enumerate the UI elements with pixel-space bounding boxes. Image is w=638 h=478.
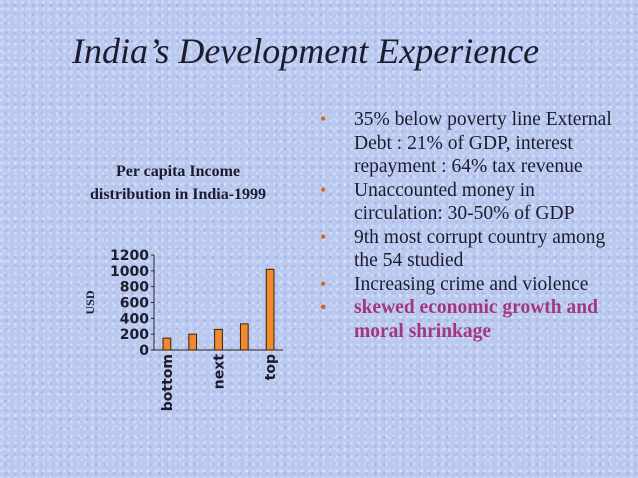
x-category-label: next — [212, 354, 228, 389]
bullet-item-corruption: • 9th most corrupt country among the 54 … — [318, 226, 618, 273]
slide-title: India’s Development Experience — [72, 31, 540, 71]
bar-1 — [188, 333, 198, 351]
bar-0 — [162, 337, 172, 351]
bullet-list: • 35% below poverty line External Debt :… — [318, 108, 618, 343]
y-tick-label: 400 — [120, 311, 149, 327]
bar-2 — [214, 328, 223, 351]
bar-3 — [239, 323, 249, 351]
bullet-marker: • — [320, 226, 327, 247]
bar-4 — [265, 268, 275, 351]
bullet-text: Increasing crime and violence — [354, 273, 589, 295]
bullet-marker: • — [320, 179, 327, 200]
bullet-text: 35% below poverty line External Debt : 2… — [354, 109, 612, 177]
bullet-item-crime: • Increasing crime and violence — [318, 273, 618, 297]
bullet-text: 9th most corrupt country among the 54 st… — [354, 226, 606, 272]
y-tick-label: 800 — [120, 280, 149, 296]
bullet-text: Unaccounted money in circulation: 30-50%… — [354, 179, 575, 225]
bullet-text: skewed economic growth and moral shrinka… — [354, 297, 598, 342]
y-tick-label: 1200 — [110, 248, 149, 264]
y-tick-label: 1000 — [110, 264, 149, 280]
x-category-label: top — [263, 354, 279, 380]
y-tick-label: 0 — [139, 343, 149, 359]
bullet-item-skewed-growth: • skewed economic growth and moral shrin… — [318, 296, 618, 343]
chart-title: Per capita Income distribution in India-… — [89, 163, 267, 203]
y-tick-label: 600 — [120, 296, 149, 312]
y-tick-label: 200 — [120, 327, 149, 343]
bullet-marker: • — [320, 273, 327, 294]
bullet-item-poverty: • 35% below poverty line External Debt :… — [318, 108, 618, 179]
bullet-marker: • — [320, 109, 327, 129]
x-category-label: bottom — [160, 354, 176, 411]
bullet-marker: • — [320, 297, 327, 317]
bullet-item-unaccounted-money: • Unaccounted money in circulation: 30-5… — [318, 179, 618, 226]
y-axis-label: USD — [83, 290, 97, 314]
